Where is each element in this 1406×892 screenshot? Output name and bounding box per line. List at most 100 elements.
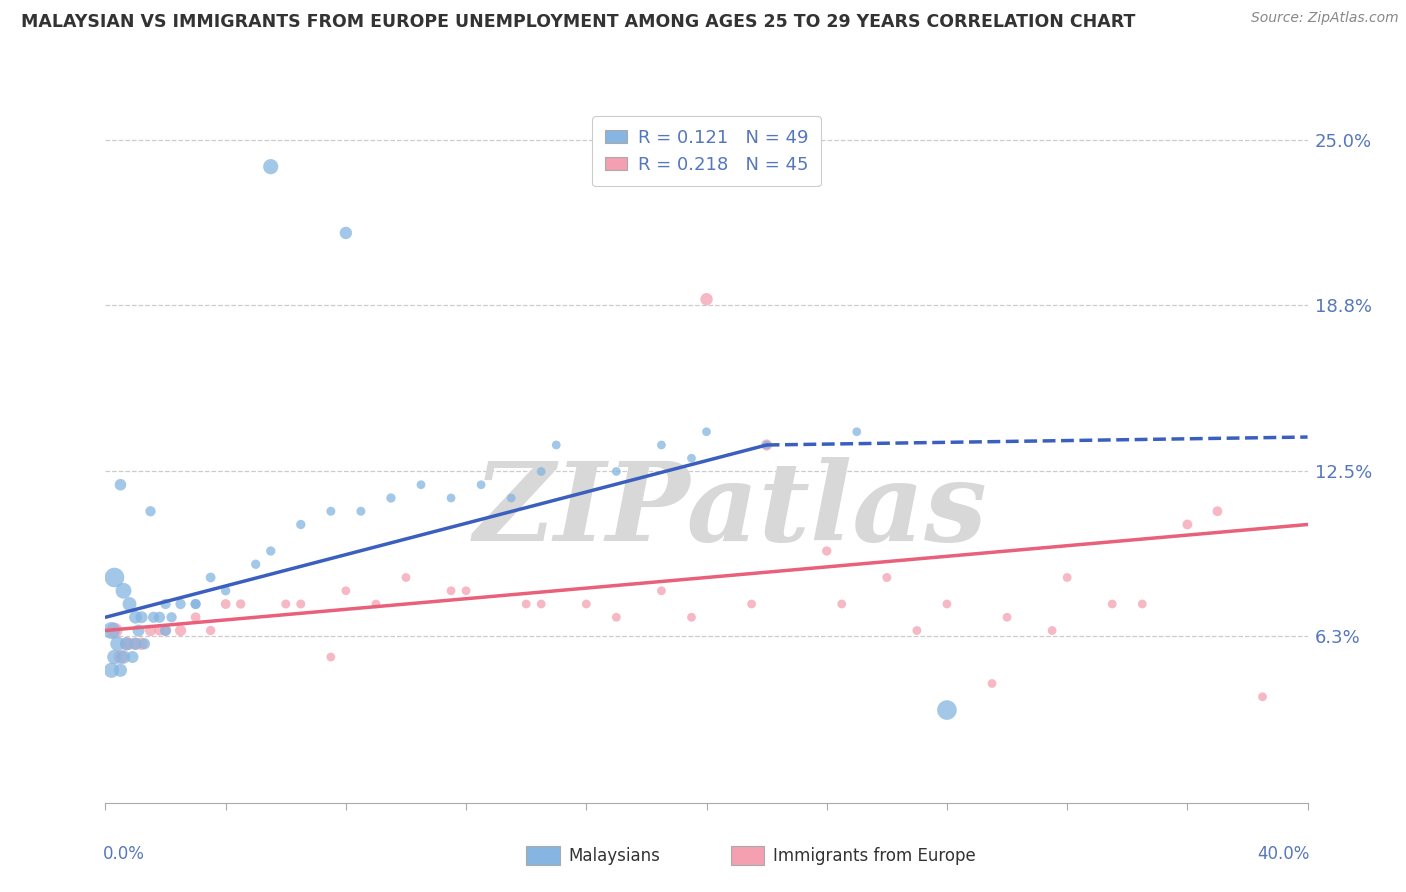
Point [440, 583, 463, 598]
Point [350, 504, 373, 518]
Text: 0.0%: 0.0% [103, 845, 145, 863]
Point [815, 544, 838, 558]
Point [260, 544, 283, 558]
Point [501, 491, 523, 505]
Text: 40.0%: 40.0% [1257, 845, 1310, 863]
Point [1101, 597, 1123, 611]
Point [214, 583, 236, 598]
Point [148, 624, 170, 638]
Point [131, 610, 153, 624]
Point [134, 637, 156, 651]
Point [110, 663, 132, 677]
Point [169, 597, 191, 611]
Bar [731, 846, 765, 865]
Point [107, 637, 129, 651]
Point [741, 597, 763, 611]
Point [845, 425, 868, 439]
Point [139, 624, 162, 638]
Point [160, 610, 183, 624]
Point [169, 624, 191, 638]
Point [936, 703, 959, 717]
Point [605, 610, 627, 624]
Point [681, 451, 703, 466]
Point [128, 624, 150, 638]
Point [118, 597, 141, 611]
Point [1251, 690, 1274, 704]
Point [112, 650, 135, 665]
Point [456, 583, 478, 598]
Point [184, 610, 207, 624]
Point [936, 597, 959, 611]
Text: Source: ZipAtlas.com: Source: ZipAtlas.com [1251, 11, 1399, 25]
Point [115, 637, 138, 651]
Point [290, 517, 312, 532]
Text: Immigrants from Europe: Immigrants from Europe [773, 847, 976, 865]
Point [115, 637, 138, 651]
Point [118, 637, 141, 651]
Point [470, 477, 492, 491]
Point [831, 597, 853, 611]
Point [380, 491, 402, 505]
Point [214, 597, 236, 611]
Point [696, 425, 718, 439]
Text: MALAYSIAN VS IMMIGRANTS FROM EUROPE UNEMPLOYMENT AMONG AGES 25 TO 29 YEARS CORRE: MALAYSIAN VS IMMIGRANTS FROM EUROPE UNEM… [21, 13, 1136, 31]
Point [605, 465, 627, 479]
Point [696, 292, 718, 306]
Point [681, 610, 703, 624]
Point [395, 570, 418, 584]
Point [530, 597, 553, 611]
Point [530, 465, 553, 479]
Point [124, 610, 146, 624]
Point [995, 610, 1018, 624]
Point [131, 637, 153, 651]
Point [155, 597, 177, 611]
Bar [526, 846, 560, 865]
Point [1130, 597, 1153, 611]
Point [409, 477, 432, 491]
Point [200, 624, 222, 638]
Point [124, 637, 146, 651]
Legend: R = 0.121   N = 49, R = 0.218   N = 45: R = 0.121 N = 49, R = 0.218 N = 45 [592, 116, 821, 186]
Point [229, 597, 252, 611]
Point [515, 597, 537, 611]
Point [650, 438, 672, 452]
Point [335, 583, 357, 598]
Point [364, 597, 387, 611]
Point [1175, 517, 1198, 532]
Point [1040, 624, 1063, 638]
Point [1206, 504, 1229, 518]
Point [905, 624, 928, 638]
Point [103, 650, 125, 665]
Point [755, 438, 778, 452]
Text: Malaysians: Malaysians [568, 847, 661, 865]
Point [755, 438, 778, 452]
Point [876, 570, 898, 584]
Point [124, 637, 146, 651]
Point [274, 597, 297, 611]
Point [290, 597, 312, 611]
Point [184, 597, 207, 611]
Point [121, 650, 143, 665]
Point [110, 650, 132, 665]
Point [440, 491, 463, 505]
Point [112, 583, 135, 598]
Point [335, 226, 357, 240]
Point [981, 676, 1004, 690]
Point [245, 558, 267, 572]
Point [1056, 570, 1078, 584]
Point [260, 160, 283, 174]
Point [200, 570, 222, 584]
Point [650, 583, 672, 598]
Point [148, 610, 170, 624]
Point [319, 650, 342, 665]
Point [319, 504, 342, 518]
Text: ZIPatlas: ZIPatlas [474, 457, 987, 565]
Point [155, 624, 177, 638]
Point [546, 438, 568, 452]
Point [110, 477, 132, 491]
Point [100, 663, 122, 677]
Point [142, 610, 165, 624]
Point [575, 597, 598, 611]
Point [100, 624, 122, 638]
Point [184, 597, 207, 611]
